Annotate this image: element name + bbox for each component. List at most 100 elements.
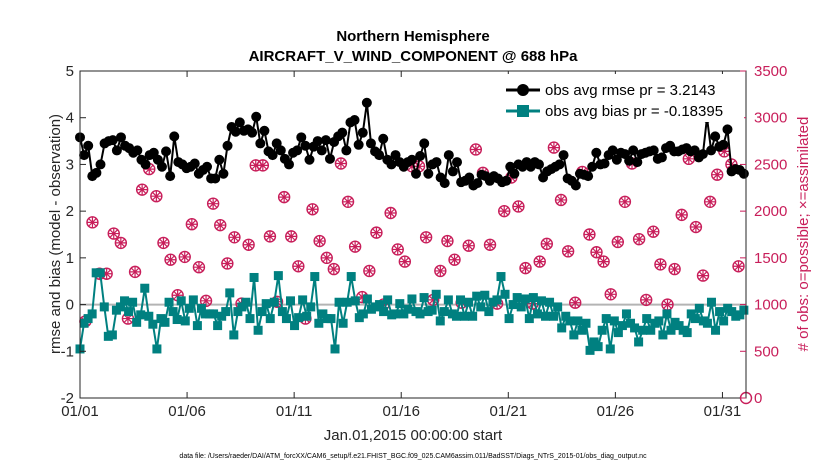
assimilated-obs-marker (314, 235, 326, 247)
rmse-point (697, 149, 708, 160)
assimilated-obs-marker (647, 226, 659, 238)
rmse-point (189, 158, 200, 169)
rmse-point (509, 168, 520, 179)
x-tick-label: 01/06 (168, 403, 206, 420)
assimilated-obs-marker (292, 260, 304, 272)
y-tick-label-right: 1000 (754, 297, 787, 314)
assimilated-obs-marker (669, 263, 681, 275)
rmse-point (443, 150, 454, 161)
bias-point (662, 309, 672, 319)
assimilated-obs-marker (512, 200, 524, 212)
assimilated-obs-marker (633, 233, 645, 245)
bias-point (168, 307, 178, 317)
rmse-point (374, 150, 385, 161)
y-tick-label-left: 3 (66, 156, 74, 173)
rmse-point (292, 145, 303, 156)
assimilated-obs-marker (207, 198, 219, 210)
bias-point (658, 330, 668, 340)
plot-frame (79, 70, 747, 399)
rmse-point (83, 140, 94, 151)
rmse-point (452, 157, 463, 168)
rmse-point (378, 133, 389, 144)
bias-point (597, 325, 607, 335)
assimilated-obs-marker (179, 251, 191, 263)
bias-point (456, 295, 466, 305)
assimilated-obs-marker (591, 246, 603, 258)
y-tick-label-right: 500 (754, 343, 779, 360)
bias-point (290, 321, 300, 331)
assimilated-obs-marker (605, 288, 617, 300)
bias-point (342, 297, 352, 307)
rmse-point (583, 171, 594, 182)
assimilated-obs-marker (406, 160, 418, 172)
rmse-point (722, 124, 733, 135)
rmse-point (218, 168, 229, 179)
bias-point (609, 316, 619, 326)
bias-point (379, 307, 389, 317)
assimilated-obs-marker (612, 236, 624, 248)
bias-point (298, 295, 308, 305)
assimilated-obs-marker (321, 252, 333, 264)
rmse-point (247, 127, 258, 138)
assimilated-obs-marker (548, 142, 560, 154)
rmse-point (324, 153, 335, 164)
rmse-point (296, 132, 307, 143)
assimilated-obs-marker (193, 261, 205, 273)
rmse-point (140, 159, 151, 170)
bias-point (468, 311, 478, 321)
bias-point (569, 330, 579, 340)
assimilated-obs-marker (122, 313, 134, 325)
bias-point (176, 296, 186, 306)
bias-point (431, 289, 441, 299)
rmse-point (161, 146, 172, 157)
bias-point (415, 309, 425, 319)
assimilated-obs-marker (598, 256, 610, 268)
legend: obs avg rmse pr = 3.2143 obs avg bias pr… (500, 74, 744, 122)
y-tick-label-right: 2500 (754, 156, 787, 173)
rmse-point (267, 150, 278, 161)
rmse-point (415, 151, 426, 162)
bias-point (617, 321, 627, 331)
assimilated-obs-marker (115, 237, 127, 249)
bias-point (508, 300, 518, 310)
rmse-point (169, 131, 180, 142)
rmse-point (156, 161, 167, 172)
bias-point (140, 283, 150, 293)
assimilated-obs-marker (640, 294, 652, 306)
rmse-point (79, 150, 90, 161)
bias-point (621, 309, 631, 319)
assimilated-obs-marker (441, 235, 453, 247)
bias-point (326, 314, 336, 324)
assimilated-obs-marker (243, 239, 255, 251)
bias-point (638, 325, 648, 335)
assimilated-obs-marker (392, 243, 404, 255)
assimilated-obs-marker (257, 159, 269, 171)
bias-point (613, 328, 623, 338)
rmse-point (464, 172, 475, 183)
assimilated-obs-marker (434, 265, 446, 277)
bias-point (492, 295, 502, 305)
y-tick-label-left: 2 (66, 203, 74, 220)
bias-point (407, 294, 417, 304)
y-tick-label-left: 1 (66, 250, 74, 267)
rmse-point (628, 145, 639, 156)
assimilated-obs-marker (328, 263, 340, 275)
rmse-point (365, 138, 376, 149)
bias-point (593, 342, 603, 352)
bias-point (233, 307, 243, 317)
bias-point (294, 313, 304, 323)
assimilated-obs-marker (449, 254, 461, 266)
rmse-point (718, 139, 729, 150)
bias-point (245, 314, 255, 324)
bias-point (694, 303, 704, 313)
assimilated-obs-marker (172, 289, 184, 301)
bias-point (253, 325, 263, 335)
bias-point (152, 344, 162, 354)
assimilated-obs-marker (498, 205, 510, 217)
rmse-point (710, 131, 721, 142)
bias-point (439, 307, 449, 317)
bias-point (605, 344, 615, 354)
y-tick-label-right: 0 (754, 390, 762, 407)
bias-point (642, 314, 652, 324)
